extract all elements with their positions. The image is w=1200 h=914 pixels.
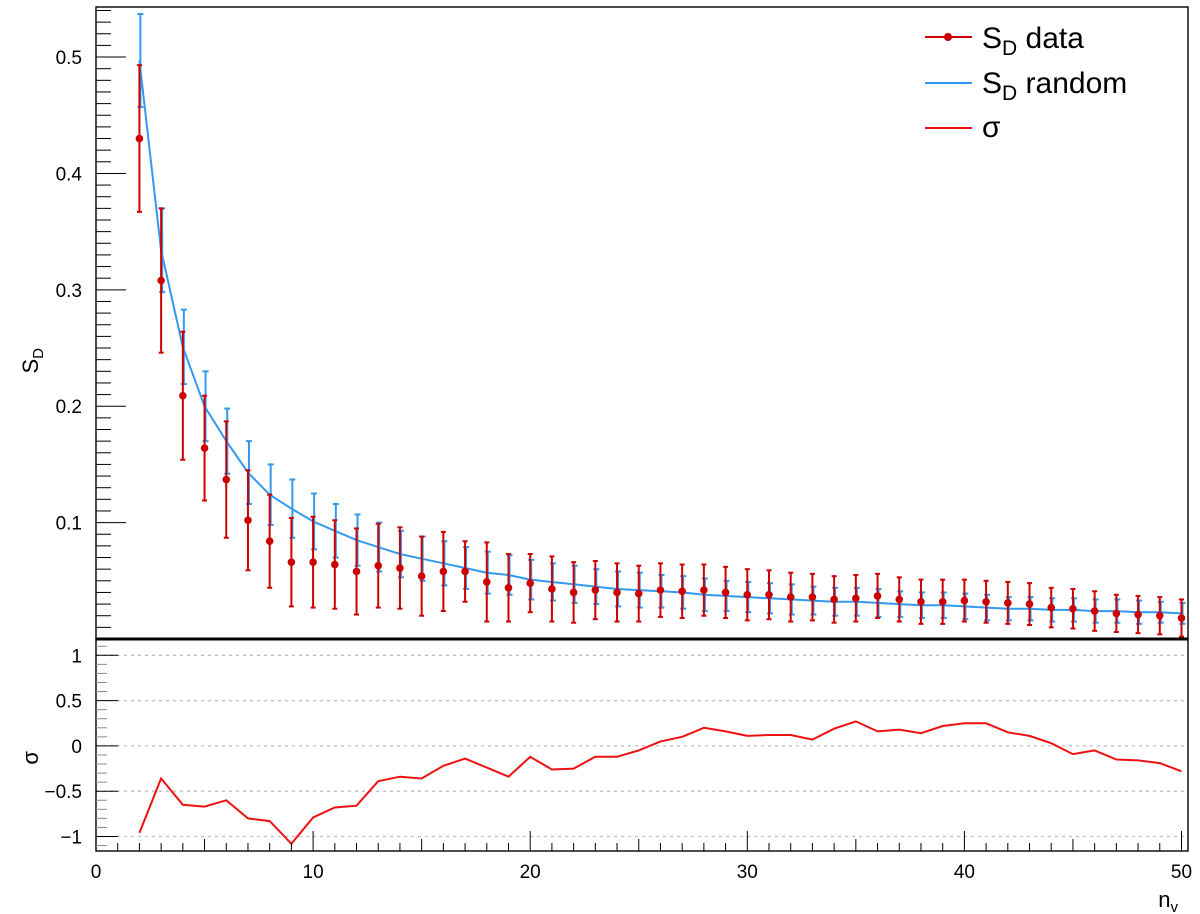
data-point-5 [200,444,209,452]
x-axis-title: nv [1158,887,1178,914]
bottom-y-tick-label-0: −1 [60,828,82,849]
top-panel-series [135,12,1186,638]
data-point-46 [1090,607,1099,615]
data-point-36 [873,592,882,600]
data-point-28 [700,586,708,594]
data-point-24 [613,588,621,597]
bottom-y-axis-title: σ [18,751,43,765]
data-point-33 [808,593,817,601]
data-point-10 [309,558,317,566]
x-tick-label-0: 0 [91,862,102,883]
legend-label-random: SD random [982,67,1127,105]
data-point-48 [1134,610,1142,619]
bottom-y-tick-label-3: 0.5 [56,692,82,713]
legend-marker-data [944,33,952,41]
x-tick-label-2: 20 [520,862,541,883]
axis-ticks [95,9,1182,851]
data-point-27 [678,587,686,596]
data-point-47 [1112,609,1121,618]
data-point-11 [331,560,339,569]
sigma-series-line [138,720,1182,846]
x-tick-label-3: 30 [737,862,758,883]
data-point-34 [830,595,838,604]
data-point-2 [135,134,144,143]
data-point-35 [852,594,860,603]
x-tick-label-4: 40 [954,862,975,883]
top-y-tick-label-1: 0.2 [56,397,82,418]
data-point-14 [396,564,404,572]
data-point-44 [1047,603,1056,612]
data-point-43 [1025,600,1034,608]
axis-tick-labels: 0 10 20 30 40 50 0.1 0.2 0.3 0.4 0.5 −1 −0.5 0 0.5 1 [44,48,1192,883]
data-point-45 [1069,604,1077,613]
x-tick-label-1: 10 [303,862,324,883]
data-point-19 [504,583,513,592]
top-y-tick-label-0: 0.1 [56,514,82,535]
bottom-y-tick-label-2: 0 [71,737,82,758]
data-point-7 [244,516,252,525]
data-point-15 [417,572,426,580]
legend-label-data: SD data [982,22,1084,60]
data-point-40 [960,596,969,605]
data-point-21 [548,585,556,593]
data-point-42 [1004,599,1012,607]
data-point-39 [938,597,947,606]
top-y-tick-label-4: 0.5 [56,48,82,69]
bottom-y-tick-label-1: −0.5 [44,782,82,803]
x-tick-label-5: 50 [1171,862,1192,883]
data-point-41 [982,597,990,606]
data-point-12 [352,567,361,576]
data-point-4 [179,391,187,400]
data-point-13 [374,561,383,570]
data-point-31 [765,590,773,599]
data-point-9 [287,558,296,566]
data-point-8 [265,537,274,546]
data-point-32 [786,593,795,601]
data-point-23 [591,586,600,594]
top-y-tick-label-3: 0.4 [56,164,83,185]
bottom-panel-grid [96,654,1188,838]
data-point-20 [526,579,534,587]
data-point-37 [895,595,904,604]
data-point-16 [439,567,448,576]
data-point-50 [1177,614,1186,622]
data-point-30 [743,590,752,599]
data-point-22 [569,588,578,597]
top-y-axis-title: SD [18,348,47,374]
data-point-49 [1155,611,1164,620]
data-point-6 [222,475,231,484]
data-point-25 [634,589,643,598]
data-point-38 [917,597,925,606]
data-point-29 [721,588,730,597]
data-point-17 [461,567,469,576]
top-y-tick-label-2: 0.3 [56,281,82,302]
data-point-18 [482,578,491,586]
data-point-26 [656,586,665,594]
data-point-3 [157,276,165,285]
legend-label-sigma: σ [982,111,1001,144]
panel-frames [95,6,1189,852]
legend: SD data SD random σ [925,22,1127,144]
bottom-panel-series [138,720,1182,846]
bottom-y-tick-label-4: 1 [71,646,82,667]
